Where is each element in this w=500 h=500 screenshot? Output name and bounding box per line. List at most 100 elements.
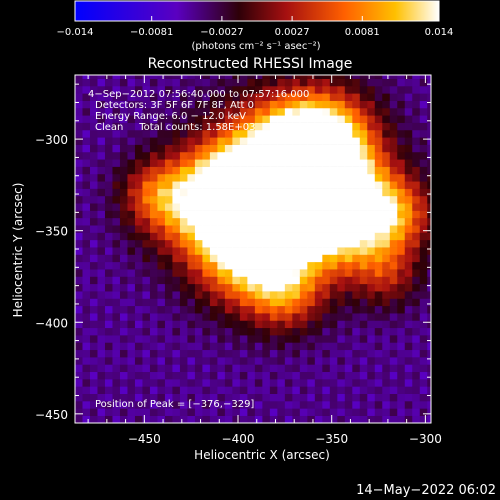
heatmap-cell [427,386,431,394]
heatmap-cell [142,342,151,351]
heatmap-cell [224,217,233,226]
heatmap-cell [247,415,256,423]
heatmap-cell [179,401,188,409]
heatmap-cell [75,298,83,307]
heatmap-cell [82,342,91,351]
heatmap-cell [412,151,421,160]
heatmap-cell [112,188,121,197]
heatmap-cell [224,379,233,387]
heatmap-cell [412,357,421,365]
heatmap-cell [202,254,211,263]
x-axis-label: Heliocentric X (arcsec) [194,448,330,462]
heatmap-cell [307,93,316,101]
heatmap-cell [149,78,158,87]
heatmap-cell [292,276,301,285]
heatmap-cell [314,225,323,233]
heatmap-cell [284,217,293,226]
heatmap-cell [359,254,368,263]
heatmap-cell [292,93,301,101]
heatmap-cell [202,159,211,167]
heatmap-cell [269,232,278,241]
heatmap-cell [97,371,106,380]
heatmap-cell [277,283,286,292]
heatmap-cell [262,313,271,321]
heatmap-cell [412,335,421,343]
heatmap-cell [389,144,398,153]
heatmap-cell [209,115,218,123]
heatmap-cell [157,313,166,321]
heatmap-cell [299,393,308,402]
heatmap-cell [344,357,353,365]
heatmap-cell [149,254,158,263]
heatmap-cell [157,217,166,226]
heatmap-cell [142,225,151,233]
heatmap-cell [224,415,233,423]
heatmap-cell [97,100,106,109]
heatmap-cell [217,335,226,343]
heatmap-cell [164,335,173,343]
heatmap-cell [322,371,331,380]
colorbar-tick-label: 0.014 [425,27,454,38]
heatmap-cell [299,173,308,182]
heatmap-cell [277,78,286,87]
heatmap-cell [89,173,98,182]
heatmap-cell [262,254,271,263]
heatmap-cell [262,144,271,153]
heatmap-cell [134,298,143,307]
heatmap-cell [187,401,196,409]
heatmap-cell [202,107,211,116]
heatmap-cell [239,320,248,329]
heatmap-cell [269,335,278,343]
heatmap-cell [322,115,331,123]
heatmap-cell [412,393,421,402]
heatmap-cell [104,122,113,131]
heatmap-cell [427,247,431,255]
heatmap-cell [314,408,323,416]
heatmap-cell [337,386,346,394]
heatmap-cell [314,291,323,299]
heatmap-cell [307,313,316,321]
heatmap-cell [367,129,376,138]
heatmap-cell [382,291,391,299]
heatmap-cell [352,386,361,394]
heatmap-cell [97,93,106,101]
heatmap-cell [352,144,361,153]
heatmap-cell [142,364,151,373]
heatmap-cell [344,85,353,94]
heatmap-cell [374,261,383,270]
heatmap-cell [142,408,151,416]
heatmap-cell [104,261,113,270]
heatmap-cell [75,408,83,416]
heatmap-cell [359,276,368,285]
heatmap-cell [352,393,361,402]
heatmap-cell [254,254,263,263]
x-tick-label: −400 [222,432,255,446]
heatmap-cell [187,327,196,336]
heatmap-cell [262,129,271,138]
heatmap-cell [344,327,353,336]
heatmap-cell [89,408,98,416]
heatmap-cell [269,254,278,263]
heatmap-cell [397,159,406,167]
heatmap-cell [314,401,323,409]
heatmap-cell [82,335,91,343]
heatmap-cell [202,166,211,175]
heatmap-cell [337,254,346,263]
heatmap-cell [104,137,113,145]
heatmap-cell [232,298,241,307]
heatmap-cell [404,261,413,270]
heatmap-cell [262,159,271,167]
heatmap-cell [329,349,338,358]
heatmap-cell [397,371,406,380]
heatmap-cell [314,78,323,87]
heatmap-cell [412,298,421,307]
heatmap-cell [359,305,368,314]
heatmap-cell [419,401,428,409]
heatmap-cell [374,122,383,131]
heatmap-cell [157,401,166,409]
heatmap-cell [299,408,308,416]
heatmap-cell [352,401,361,409]
annotation-clean-counts: Clean Total counts: 1.58E+03 [95,122,255,133]
heatmap-cell [164,408,173,416]
heatmap-cell [172,122,181,131]
